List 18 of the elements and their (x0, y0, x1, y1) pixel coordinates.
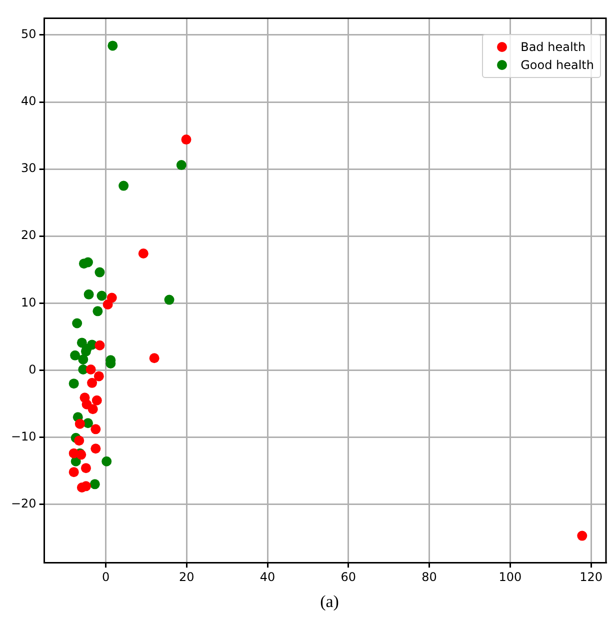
y-tick-label: 40 (21, 94, 36, 108)
y-tick-label: −20 (10, 496, 36, 510)
y-tick-label: 20 (21, 228, 36, 242)
x-tick-label: 80 (422, 570, 437, 584)
y-tick-label: −10 (10, 429, 36, 444)
legend-label: Bad health (520, 39, 586, 56)
x-tick-label: 100 (498, 570, 522, 584)
text: (a) (319, 592, 340, 612)
y-tick-label: 50 (21, 27, 36, 42)
y-tick-label: 0 (28, 362, 36, 376)
x-tick-label: 60 (340, 570, 356, 584)
y-tick-label: 30 (21, 161, 36, 176)
legend-label: Good health (520, 57, 594, 74)
x-tick-label: 20 (179, 570, 194, 584)
y-tick-label: 10 (21, 295, 36, 310)
x-tick-label: 120 (580, 570, 602, 584)
x-tick-label: 40 (260, 570, 276, 584)
x-tick-label: 0 (102, 570, 110, 584)
